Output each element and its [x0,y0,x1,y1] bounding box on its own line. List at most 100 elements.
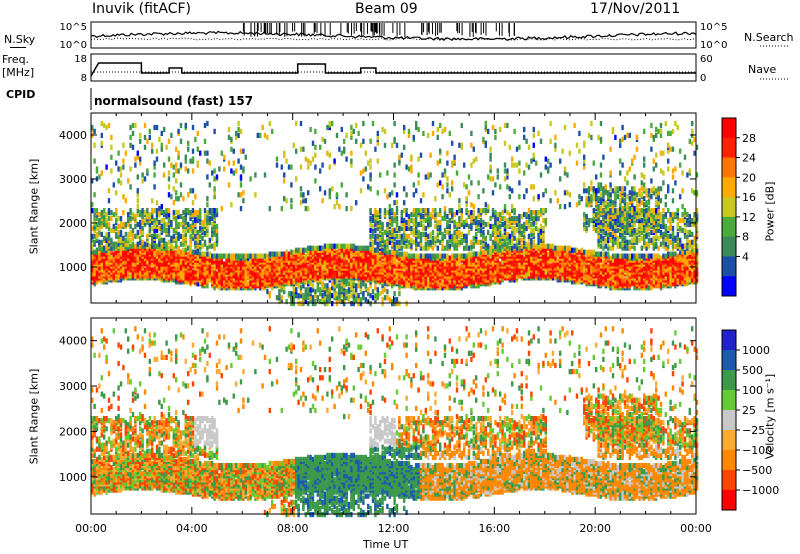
heatmap-cell [177,210,180,216]
heatmap-cell [429,172,432,178]
heatmap-cell [496,263,499,269]
heatmap-cell [412,208,415,214]
heatmap-cell [172,255,175,261]
heatmap-cell [415,188,418,194]
heatmap-cell [525,225,528,231]
nave-label: Nave [748,63,777,76]
heatmap-cell [479,249,483,255]
heatmap-cell [136,174,139,180]
heatmap-cell [518,217,521,224]
heatmap-cell [422,217,425,224]
heatmap-cell [127,253,130,259]
heatmap-cell [410,253,413,259]
heatmap-cell [403,235,406,241]
heatmap-cell [129,257,132,263]
heatmap-cell [386,255,389,261]
heatmap-cell [472,158,475,164]
heatmap-cell [323,261,327,267]
heatmap-cell [374,227,377,233]
heatmap-cell [518,160,521,166]
heatmap-cell [350,301,353,307]
heatmap-cell [139,160,142,166]
heatmap-cell [213,186,216,192]
heatmap-cell [429,152,432,158]
heatmap-cell [470,130,473,136]
heatmap-cell [107,198,111,204]
heatmap-cell [151,239,154,245]
heatmap-cell [160,130,163,136]
heatmap-cell [151,219,154,226]
heatmap-cell [199,279,202,285]
heatmap-cell [206,120,209,127]
heatmap-cell [232,253,235,259]
heatmap-cell [400,233,403,239]
heatmap-cell [119,235,123,241]
heatmap-cell [328,261,331,267]
heatmap-cell [412,182,415,188]
heatmap-cell [362,120,365,127]
heatmap-cell [381,297,384,303]
heatmap-cell [405,212,408,218]
heatmap-cell [523,134,526,140]
heatmap-cell [455,241,459,247]
heatmap-cell [453,229,456,235]
heatmap-cell [112,212,115,218]
heatmap-cell [482,267,485,273]
heatmap-cell [487,174,490,180]
heatmap-cell [415,221,418,228]
heatmap-cell [542,217,545,224]
heatmap-cell [359,142,363,148]
heatmap-cell [115,231,118,237]
heatmap-cell [326,283,329,289]
heatmap-cell [98,217,101,224]
heatmap-cell [352,243,355,249]
heatmap-cell [477,213,480,220]
heatmap-cell [331,243,334,249]
heatmap-cell [448,130,451,136]
heatmap-cell [491,124,495,131]
heatmap-cell [167,176,171,182]
heatmap-cell [237,120,240,127]
heatmap-cell [335,192,339,198]
heatmap-cell [383,239,387,245]
heatmap-cell [503,208,507,214]
heatmap-cell [412,134,415,140]
heatmap-cell [213,223,216,229]
heatmap-cell [513,235,516,241]
heatmap-cell [148,221,151,228]
heatmap-cell [175,162,178,168]
heatmap-cell [131,235,135,241]
heatmap-cell [141,243,144,249]
heatmap-cell [537,130,540,136]
heatmap-cell [369,261,372,267]
heatmap-cell [199,245,202,251]
heatmap-cell [465,196,468,202]
heatmap-cell [395,219,399,226]
heatmap-cell [307,287,310,293]
heatmap-cell [415,253,418,259]
heatmap-cell [391,219,394,226]
heatmap-cell [127,241,130,247]
heatmap-cell [470,213,473,220]
heatmap-cell [105,223,108,229]
heatmap-cell [328,287,331,293]
heatmap-cell [489,245,492,251]
heatmap-cell [343,146,346,152]
heatmap-cell [484,202,487,208]
heatmap-cell [417,221,420,228]
heatmap-cell [515,215,519,222]
heatmap-cell [141,239,144,245]
heatmap-cell [179,249,183,255]
heatmap-cell [117,178,120,184]
heatmap-cell [247,281,250,287]
heatmap-cell [523,233,526,239]
heatmap-cell [395,192,399,198]
heatmap-cell [196,229,199,235]
heatmap-cell [429,212,432,218]
heatmap-cell [304,247,307,253]
heatmap-cell [403,200,406,206]
heatmap-cell [388,192,391,198]
heatmap-cell [139,239,142,245]
heatmap-cell [403,128,406,134]
heatmap-cell [189,158,192,164]
